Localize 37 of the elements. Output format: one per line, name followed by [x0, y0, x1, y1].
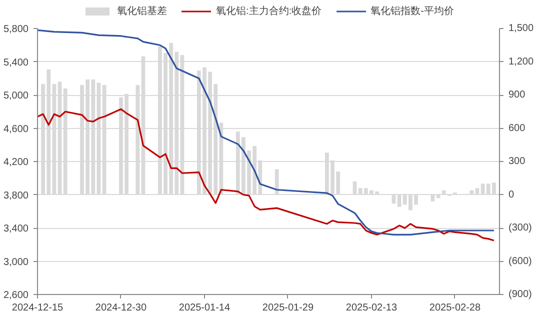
- bar: [470, 190, 474, 195]
- line-series: [38, 29, 495, 236]
- y2-tick-label: (600): [508, 256, 532, 267]
- bar: [442, 190, 446, 195]
- bar: [480, 184, 485, 195]
- y-tick-label: 2,600: [3, 290, 29, 301]
- y2-tick-label: (300): [508, 222, 532, 234]
- y2-tick-label: (900): [508, 289, 532, 300]
- y2-tick-label: 1,200: [508, 56, 534, 68]
- y-tick-label: 4,600: [3, 124, 29, 135]
- legend-label: 氧化铝指数-平均价: [370, 4, 454, 18]
- x-tick-label: 2025-01-29: [262, 302, 314, 314]
- bar: [352, 181, 357, 195]
- y2-tick-label: 300: [508, 156, 526, 167]
- x-tick-label: 2024-12-15: [12, 302, 64, 314]
- y-tick-label: 3,000: [3, 256, 29, 268]
- legend-label: 氧化铝基差: [117, 4, 168, 18]
- y-tick-label: 3,800: [3, 190, 29, 202]
- x-tick-label: 2025-02-28: [429, 302, 481, 314]
- x-tick-label: 2025-02-13: [346, 302, 398, 314]
- y2-tick-label: 900: [508, 90, 526, 100]
- y-tick-label: 4,200: [3, 157, 29, 168]
- x-tick-label: 2024-12-30: [95, 302, 148, 314]
- x-tick-label: 2025-01-14: [178, 302, 231, 314]
- line-series: [38, 108, 495, 242]
- bar: [274, 169, 279, 195]
- y2-tick-label: 600: [508, 122, 526, 134]
- y-tick-label: 5,000: [3, 90, 29, 102]
- bar: [475, 188, 480, 195]
- y-tick-label: 5,800: [3, 24, 29, 35]
- legend-label: 氧化铝:主力合约:收盘价: [216, 4, 322, 18]
- bar: [136, 85, 140, 195]
- y2-tick-label: 1,500: [508, 23, 534, 34]
- y-tick-label: 3,400: [3, 224, 29, 234]
- y-tick-label: 5,400: [3, 57, 29, 68]
- bar: [63, 88, 68, 195]
- y2-tick-label: 0: [508, 189, 514, 200]
